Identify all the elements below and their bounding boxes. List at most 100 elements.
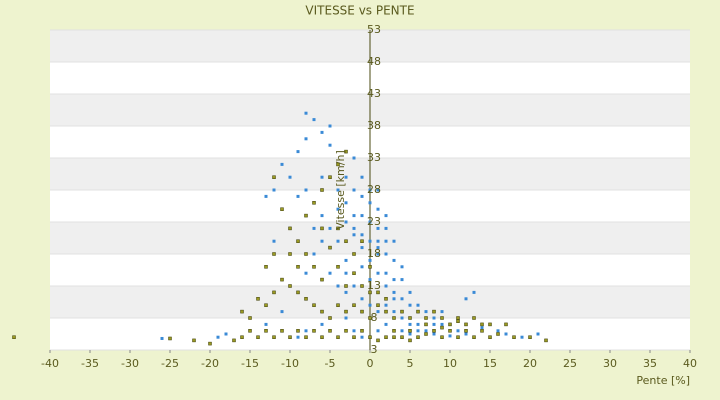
point [416, 303, 420, 307]
point [344, 175, 348, 179]
point [464, 329, 468, 333]
point [288, 175, 292, 179]
point [336, 188, 340, 192]
point [312, 226, 316, 230]
x-tick-label: 35 [643, 357, 657, 370]
point [376, 226, 380, 230]
point [360, 233, 364, 237]
point [408, 332, 412, 336]
point [432, 316, 436, 320]
point [376, 246, 380, 250]
point [384, 214, 388, 218]
point [416, 309, 420, 314]
point [472, 316, 476, 320]
point [480, 322, 484, 327]
point [280, 207, 284, 211]
point [328, 143, 332, 147]
point [336, 303, 340, 307]
point [264, 194, 268, 198]
point [240, 335, 244, 339]
point [304, 297, 308, 301]
y-tick-label: 23 [367, 215, 381, 228]
point [368, 303, 372, 307]
x-tick-label: -25 [161, 357, 179, 370]
point [376, 188, 380, 192]
x-tick-label: 40 [683, 357, 697, 370]
point [400, 265, 404, 269]
point [312, 201, 316, 205]
point [280, 329, 284, 333]
point [400, 335, 404, 339]
point [392, 278, 396, 282]
point [344, 258, 348, 262]
y-tick-label: 43 [367, 87, 381, 100]
point [376, 207, 380, 211]
point [264, 322, 268, 326]
point [320, 175, 324, 179]
point [432, 322, 436, 326]
point [296, 265, 300, 269]
point [288, 252, 292, 256]
point [544, 338, 548, 343]
point [336, 226, 340, 231]
point [264, 265, 268, 269]
point [296, 150, 300, 154]
point [320, 309, 324, 314]
point [424, 316, 428, 320]
chart-title: VITESSE vs PENTE [305, 4, 414, 18]
point [304, 329, 308, 333]
point [352, 329, 356, 333]
point [416, 322, 420, 326]
point [384, 252, 388, 256]
point [360, 175, 364, 179]
point [12, 335, 16, 339]
point [456, 316, 460, 320]
point [352, 303, 356, 307]
point [456, 329, 460, 333]
point [496, 329, 500, 333]
point [248, 316, 252, 320]
x-tick-label: -15 [241, 357, 259, 370]
x-tick-label: -30 [121, 357, 139, 370]
point [272, 188, 276, 192]
point [408, 338, 412, 343]
point [312, 329, 316, 333]
point [256, 297, 260, 301]
point [456, 335, 460, 339]
y-tick-label: 3 [371, 343, 378, 356]
point [440, 335, 444, 339]
point [320, 335, 324, 339]
point [432, 309, 436, 314]
x-tick-label: 25 [563, 357, 577, 370]
point [336, 239, 340, 243]
point [336, 162, 340, 167]
point [408, 322, 412, 326]
point [440, 310, 444, 314]
x-tick-label: 5 [407, 357, 414, 370]
point [384, 239, 388, 243]
point [384, 226, 388, 230]
point [368, 278, 372, 282]
point [256, 335, 260, 339]
point [448, 334, 452, 338]
point [296, 290, 300, 295]
point [360, 297, 364, 301]
point [400, 297, 404, 301]
point [320, 188, 324, 192]
point [368, 258, 372, 262]
point [360, 194, 364, 198]
x-tick-label: -40 [41, 357, 59, 370]
point [320, 214, 324, 218]
point [472, 290, 476, 294]
point [384, 297, 388, 301]
point [352, 233, 356, 237]
point [472, 335, 476, 339]
point [448, 329, 452, 333]
point [416, 335, 420, 339]
point [344, 316, 348, 320]
point [360, 214, 364, 218]
point [360, 329, 364, 333]
point [328, 329, 332, 333]
point [392, 258, 396, 262]
point [384, 284, 388, 288]
